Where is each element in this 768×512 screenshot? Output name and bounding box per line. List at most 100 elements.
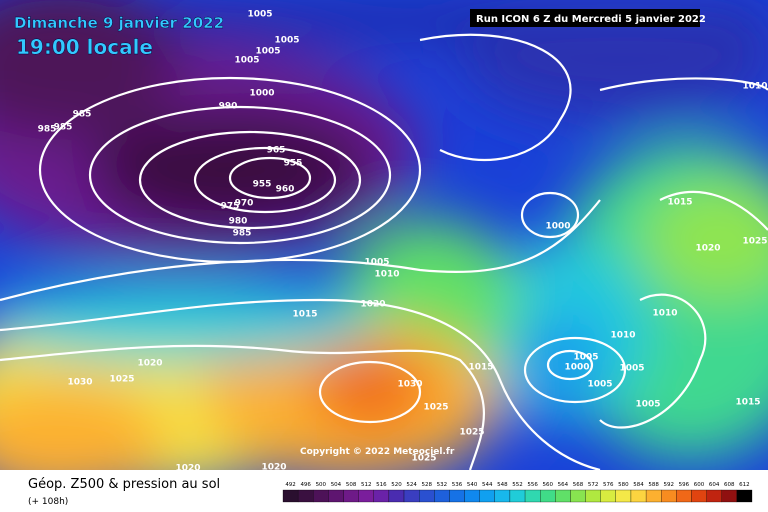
scale-label: 592 <box>664 482 675 488</box>
scale-swatch <box>479 489 495 503</box>
scale-label: 528 <box>421 482 432 488</box>
isobar-label: 985 <box>233 229 252 239</box>
isobar-label: 1010 <box>652 309 677 319</box>
scale-label: 496 <box>300 482 311 488</box>
isobar-label: 985 <box>38 125 57 135</box>
scale-label: 492 <box>285 482 296 488</box>
run: Run ICON 6 Z du Mercredi 5 janvier 2022 <box>476 14 706 25</box>
scale-swatch <box>403 489 420 503</box>
isobar-label: 1015 <box>735 398 760 408</box>
isobar-label: 1005 <box>635 400 660 410</box>
scale-swatch <box>630 489 647 503</box>
scale-swatch <box>555 489 571 503</box>
scale-swatch <box>615 489 632 503</box>
scale-label: 600 <box>694 482 705 488</box>
isobar-label: 1020 <box>175 464 200 474</box>
isobar-label: 985 <box>73 110 92 120</box>
scale-label: 516 <box>376 482 387 488</box>
isobar-label: 1000 <box>545 222 570 232</box>
scale-swatch <box>434 489 450 503</box>
isobar-label: 980 <box>229 217 248 227</box>
geopotential-field <box>0 0 768 470</box>
scale-swatch <box>524 489 541 503</box>
isobar-label: 1000 <box>564 363 589 373</box>
isobar-label: 955 <box>253 180 272 190</box>
scale-label: 572 <box>588 482 599 488</box>
scale-label: 524 <box>406 482 417 488</box>
scale-swatch <box>570 489 586 503</box>
scale-label: 504 <box>331 482 342 488</box>
isobar-label: 1025 <box>423 403 448 413</box>
isobar-label: 955 <box>284 159 303 169</box>
isobar-label: 960 <box>276 185 295 195</box>
scale-label: 536 <box>452 482 463 488</box>
date: Dimanche 9 janvier 2022 <box>14 14 224 32</box>
scale-swatch <box>464 489 480 503</box>
isobar-label: 1005 <box>573 353 598 363</box>
scale-label: 556 <box>527 482 538 488</box>
scale-label: 540 <box>467 482 478 488</box>
scale-swatch <box>297 489 314 503</box>
footer-title: Géop. Z500 & pression au sol <box>28 477 220 492</box>
scale-label: 512 <box>361 482 372 488</box>
isobar-label: 965 <box>267 146 286 156</box>
isobar-label: 1005 <box>255 47 280 57</box>
copyright: Copyright © 2022 Meteociel.fr <box>300 447 455 457</box>
scale-label: 608 <box>724 482 735 488</box>
isobar-label: 1010 <box>742 82 767 92</box>
isobar-label: 1005 <box>274 36 299 46</box>
run-box <box>470 9 700 27</box>
scale-label: 508 <box>346 482 357 488</box>
isobar-label: 1005 <box>234 56 259 66</box>
scale-swatch <box>691 489 707 503</box>
scale-swatch <box>313 489 329 503</box>
isobar-label: 1020 <box>695 244 720 254</box>
isobar-label: 990 <box>219 102 238 112</box>
isobar-label: 1030 <box>67 378 92 388</box>
isobar-label: 1005 <box>619 364 644 374</box>
isobar-label: 1010 <box>610 331 635 341</box>
scale-swatch <box>449 489 465 503</box>
isobar-label: 1025 <box>109 375 134 385</box>
isobar-label: 1020 <box>137 359 162 369</box>
scale-swatch <box>388 489 405 503</box>
scale-swatch <box>600 489 616 503</box>
isobar-label: 1010 <box>374 270 399 280</box>
isobar-label: 1025 <box>459 428 484 438</box>
isobar-label: 975 <box>221 202 240 212</box>
isobar-label: 1005 <box>587 380 612 390</box>
scale-swatch <box>721 489 738 503</box>
scale-swatch <box>736 489 753 503</box>
scale-label: 532 <box>437 482 448 488</box>
scale-label: 604 <box>709 482 720 488</box>
scale-label: 544 <box>482 482 493 488</box>
scale-swatch <box>373 489 390 503</box>
isobar-label: 1005 <box>364 258 389 268</box>
scale-label: 588 <box>648 482 659 488</box>
scale-label: 500 <box>316 482 327 488</box>
isobar-label: 1025 <box>411 454 436 464</box>
scale-swatch <box>645 489 662 503</box>
scale-swatch <box>328 489 344 503</box>
isobar-label: 1020 <box>261 463 286 473</box>
isobars <box>0 33 768 470</box>
scale-swatch <box>358 489 374 503</box>
scale-swatch <box>343 489 359 503</box>
scale-swatch <box>419 489 435 503</box>
scale-swatch <box>706 489 722 503</box>
scale-label: 612 <box>739 482 750 488</box>
scale-label: 584 <box>633 482 644 488</box>
scale-swatch <box>282 489 299 503</box>
isobar-label: 1000 <box>249 89 274 99</box>
isobar-label: 1005 <box>247 10 272 20</box>
scale-label: 564 <box>558 482 569 488</box>
scale-label: 520 <box>391 482 402 488</box>
time: 19:00 locale <box>16 35 153 59</box>
scale-swatch <box>676 489 692 503</box>
isobar-label: 1025 <box>742 237 767 247</box>
isobar-label: 1030 <box>397 380 422 390</box>
isobar-label: 1015 <box>468 363 493 373</box>
scale-swatch <box>585 489 601 503</box>
